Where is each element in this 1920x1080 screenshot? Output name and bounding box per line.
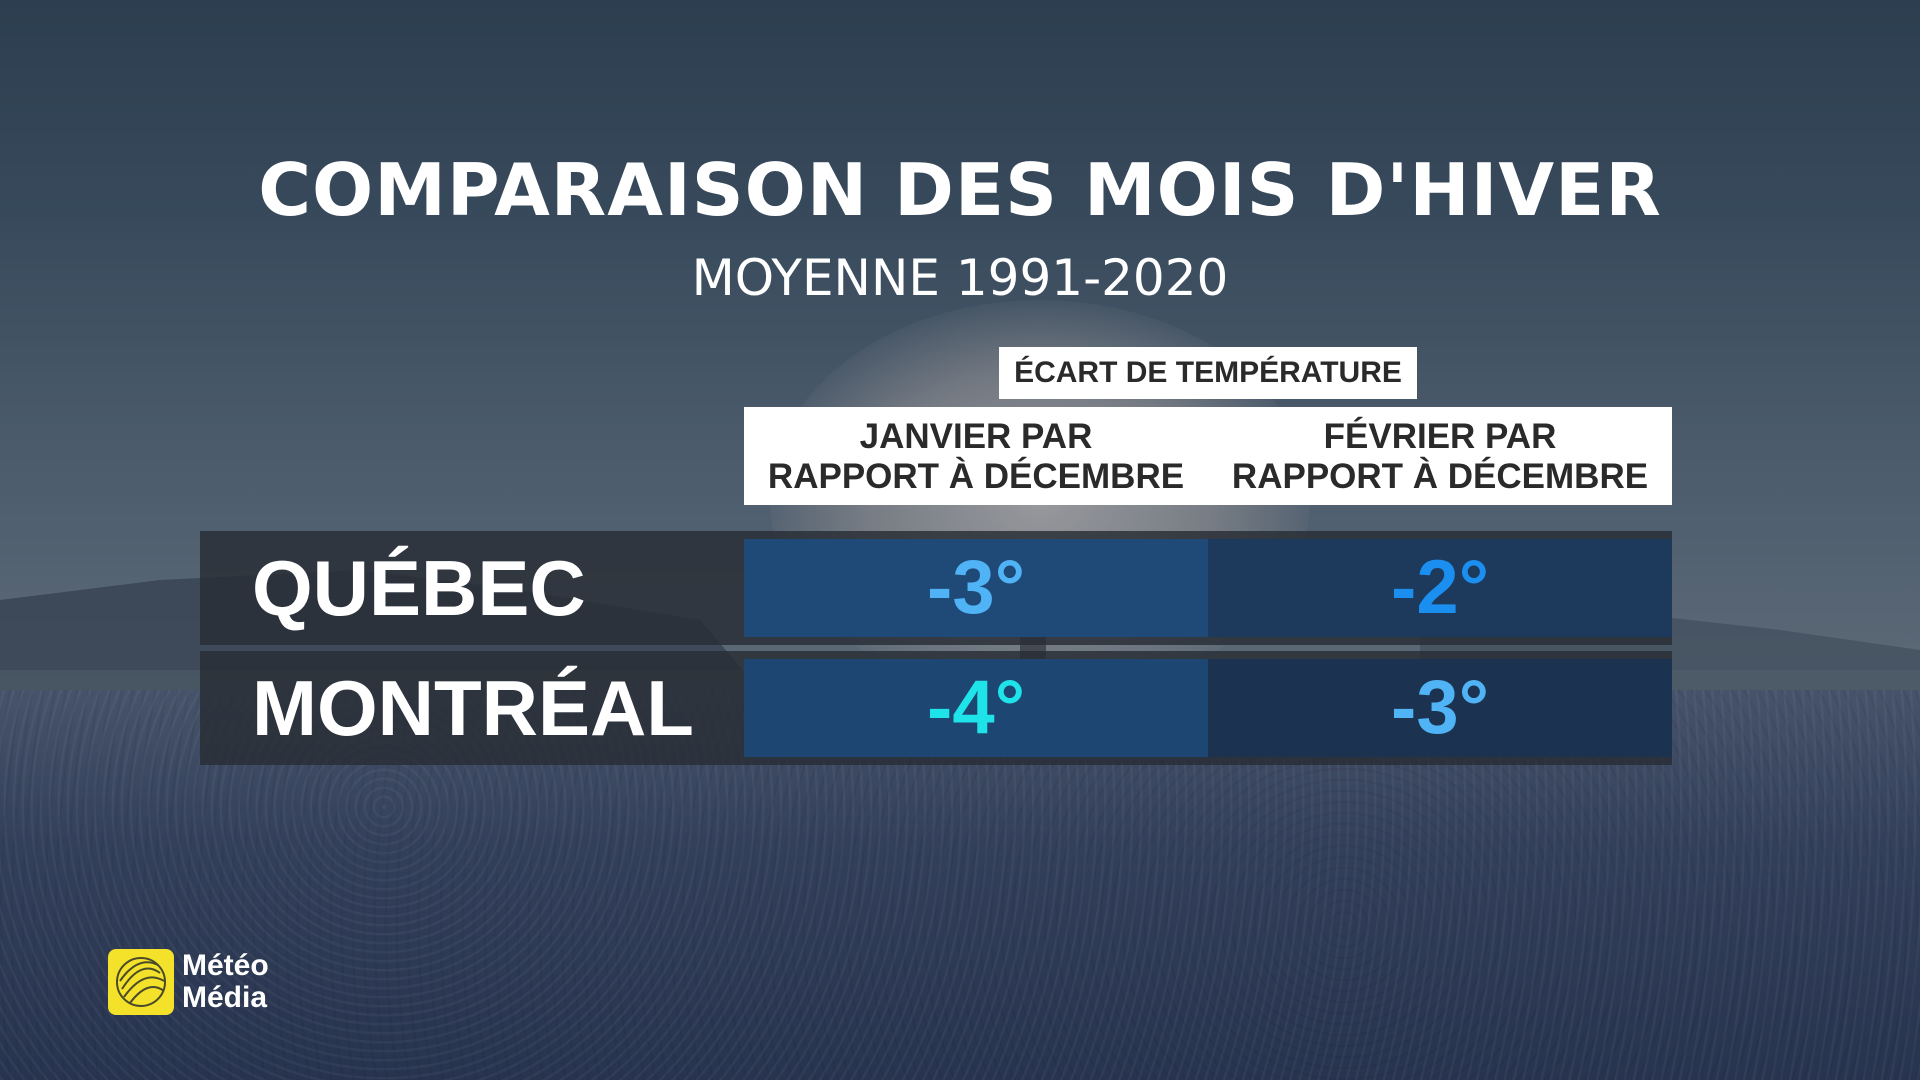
group-header-label: ÉCART DE TEMPÉRATURE: [999, 347, 1417, 399]
column-header-january: JANVIER PAR RAPPORT À DÉCEMBRE: [744, 407, 1208, 505]
city-label: MONTRÉAL: [252, 664, 694, 752]
column-header-february: FÉVRIER PAR RAPPORT À DÉCEMBRE: [1208, 407, 1672, 505]
table-row: MONTRÉAL -4° -3°: [200, 651, 1672, 765]
table-row: QUÉBEC -3° -2°: [200, 531, 1672, 645]
page-title: COMPARAISON DES MOIS D'HIVER: [258, 148, 1662, 232]
globe-icon: [108, 949, 174, 1015]
column-header-line: RAPPORT À DÉCEMBRE: [767, 457, 1185, 496]
column-header-line: JANVIER PAR: [859, 417, 1093, 456]
brand-logo: Météo Média: [108, 947, 269, 1017]
brand-name-line: Météo: [182, 949, 269, 982]
brand-name-line: Média: [182, 981, 268, 1014]
value-cell: -4°: [744, 659, 1208, 757]
value-cell: -3°: [1208, 659, 1672, 757]
column-headers: JANVIER PAR RAPPORT À DÉCEMBRE FÉVRIER P…: [744, 407, 1672, 505]
column-header-line: RAPPORT À DÉCEMBRE: [1231, 457, 1649, 496]
city-label: QUÉBEC: [252, 544, 586, 632]
comparison-table: QUÉBEC -3° -2° MONTRÉAL -4° -3°: [200, 531, 1672, 769]
value-cell: -2°: [1208, 539, 1672, 637]
column-header-line: FÉVRIER PAR: [1323, 417, 1557, 456]
value-cell: -3°: [744, 539, 1208, 637]
brand-name: Météo Média: [182, 950, 269, 1014]
page-subtitle: MOYENNE 1991-2020: [691, 249, 1229, 307]
